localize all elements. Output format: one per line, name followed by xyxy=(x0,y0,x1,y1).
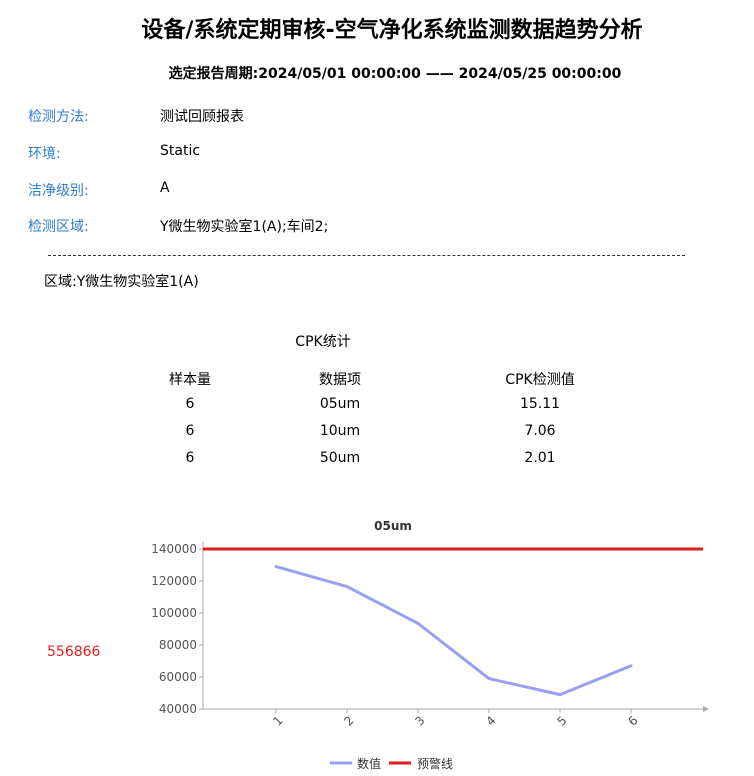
cpk-cell: 6 xyxy=(185,396,195,412)
info-label: 洁净级别: xyxy=(28,183,89,199)
report-period: 选定报告周期:2024/05/01 00:00:00 —— 2024/05/25… xyxy=(168,66,622,82)
info-value: A xyxy=(160,180,170,196)
info-value: Y微生物实验室1(A);车间2; xyxy=(160,219,329,235)
info-label: 检测区域: xyxy=(28,219,89,235)
data-point xyxy=(629,664,633,668)
cpk-header-data-item: 数据项 xyxy=(319,372,361,388)
x-tick-label: 3 xyxy=(412,713,427,728)
data-point xyxy=(274,565,278,569)
chart-title: 05um xyxy=(374,519,412,533)
data-point xyxy=(345,585,349,589)
data-point xyxy=(487,677,491,681)
region-label: 区域:Y微生物实验室1(A) xyxy=(44,274,199,290)
y-tick-label: 60000 xyxy=(159,670,197,684)
y-tick-label: 40000 xyxy=(159,702,197,716)
cpk-cell: 05um xyxy=(319,396,361,412)
x-tick-label: 4 xyxy=(483,713,498,728)
y-tick-label: 80000 xyxy=(159,638,197,652)
info-value: Static xyxy=(160,143,201,159)
cpk-cell: 6 xyxy=(185,450,195,466)
cpk-header-cpk-value: CPK检测值 xyxy=(505,372,575,388)
info-value: 测试回顾报表 xyxy=(160,109,244,125)
cpk-cell: 10um xyxy=(319,423,361,439)
info-label: 环境: xyxy=(28,146,61,162)
x-axis-arrow xyxy=(703,706,709,712)
side-number: 556866 xyxy=(47,644,101,660)
cpk-cell: 50um xyxy=(319,450,361,466)
cpk-cell: 15.11 xyxy=(519,396,561,412)
cpk-title: CPK统计 xyxy=(295,334,351,350)
cpk-cell: 6 xyxy=(185,423,195,439)
legend-label-warning: 预警线 xyxy=(417,756,453,771)
info-label: 检测方法: xyxy=(28,109,89,125)
y-tick-label: 100000 xyxy=(151,606,197,620)
cpk-header-sample-size: 样本量 xyxy=(169,372,211,388)
data-point xyxy=(558,693,562,697)
x-tick-label: 5 xyxy=(554,713,569,728)
section-divider xyxy=(48,255,685,256)
y-tick-label: 120000 xyxy=(151,574,197,588)
cpk-cell: 2.01 xyxy=(524,450,556,466)
legend-label-value: 数值 xyxy=(357,756,381,771)
report-title: 设备/系统定期审核-空气净化系统监测数据趋势分析 xyxy=(141,18,643,43)
y-tick-label: 140000 xyxy=(151,542,197,556)
cpk-cell: 7.06 xyxy=(524,423,556,439)
series-line-value xyxy=(275,565,632,697)
x-tick-label: 1 xyxy=(270,713,285,728)
x-tick-label: 2 xyxy=(341,713,356,728)
x-tick-label: 6 xyxy=(625,713,640,728)
data-point xyxy=(416,621,420,625)
